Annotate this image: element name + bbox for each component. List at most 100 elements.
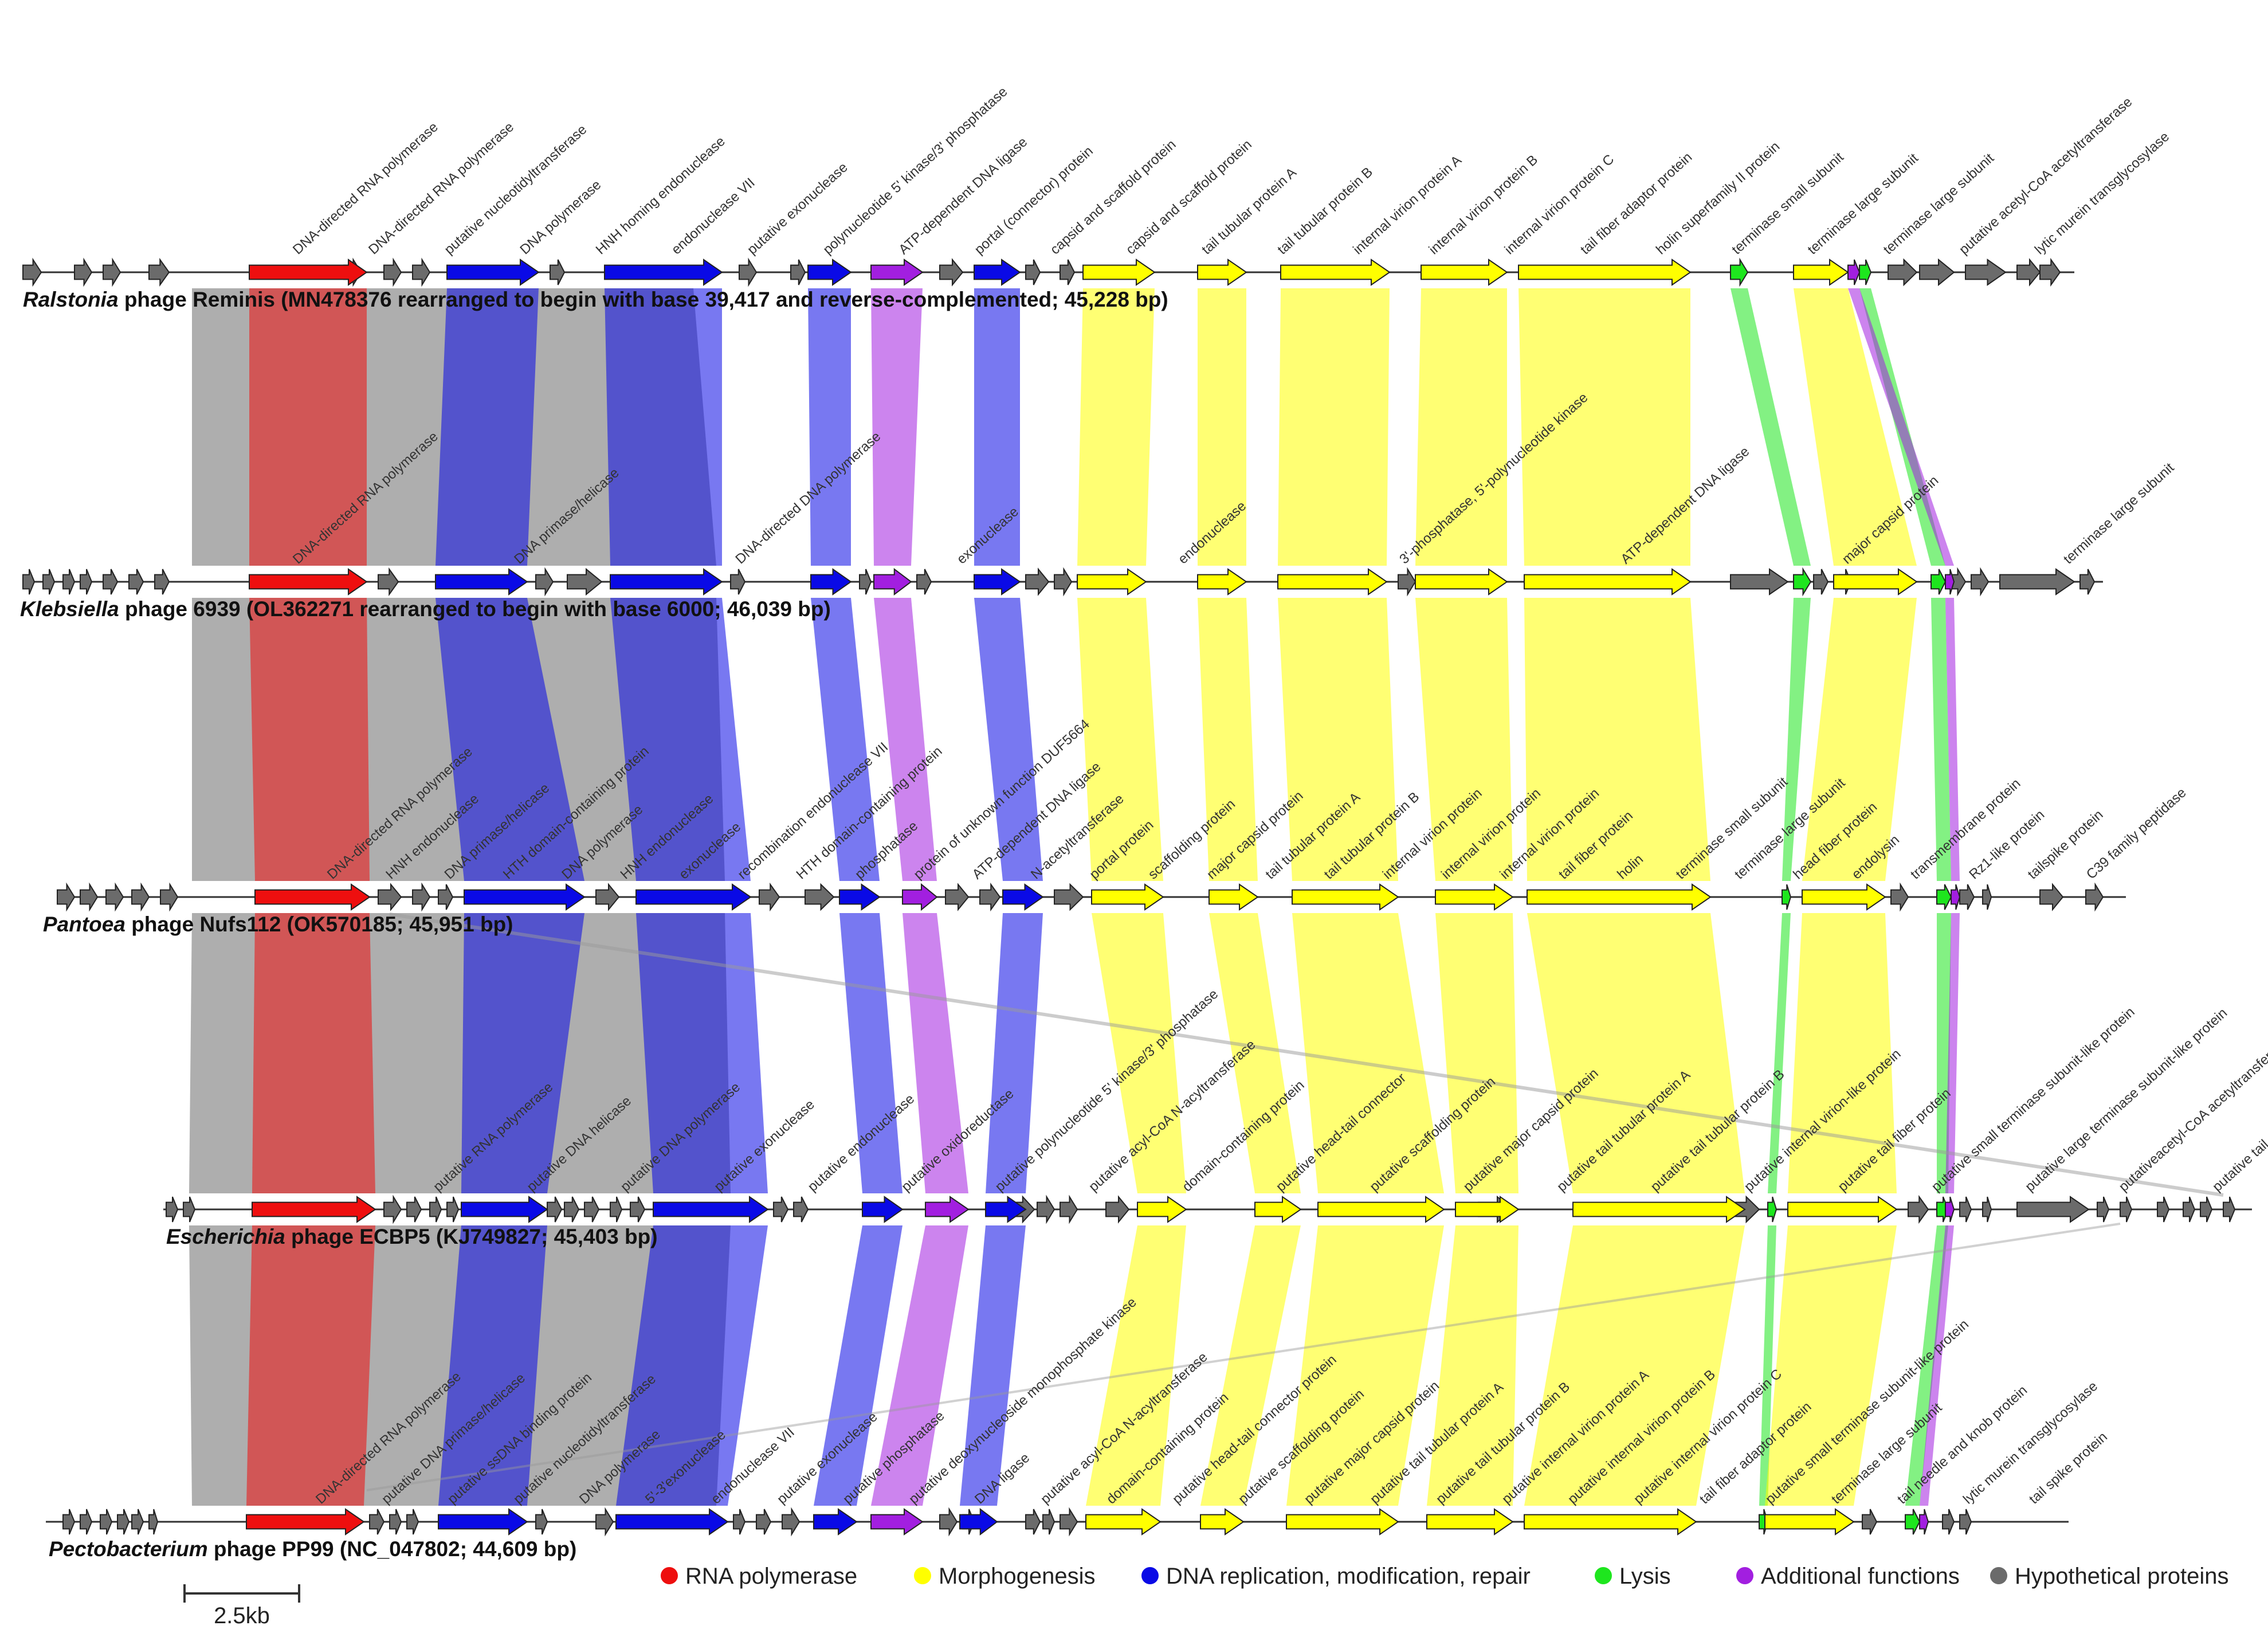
gene-arrow — [1208, 883, 1259, 911]
gene-arrow — [793, 1196, 809, 1223]
genome-names: Ralstonia phage Reminis (MN478376 rearra… — [20, 288, 1168, 1561]
gene-arrow — [979, 882, 1001, 912]
homology-link — [1905, 1225, 1948, 1506]
gene-arrow — [564, 1196, 580, 1223]
gene-arrow — [610, 1196, 623, 1223]
homology-link — [1527, 913, 1745, 1193]
gene-arrow — [406, 1509, 419, 1535]
gene-arrow — [733, 1509, 746, 1535]
gene-arrow — [1054, 567, 1073, 597]
gene-arrow — [435, 568, 528, 596]
gene-arrow — [1197, 259, 1247, 286]
gene-arrow — [1862, 1509, 1878, 1535]
legend-label: Lysis — [1619, 1564, 1671, 1589]
gene-arrow — [870, 1508, 924, 1536]
gene-arrow — [782, 1507, 801, 1537]
gene-arrow — [183, 1196, 196, 1223]
gene-arrow — [2085, 882, 2104, 912]
gene-arrow — [1042, 1509, 1055, 1535]
homology-link — [1415, 598, 1513, 881]
gene-arrow — [42, 569, 56, 595]
gene-arrow — [1833, 568, 1918, 596]
gene-arrow — [378, 567, 399, 597]
gene-arrow — [1254, 1196, 1302, 1223]
gene-arrow — [412, 882, 431, 912]
gene-arrow — [1959, 1196, 1972, 1223]
gene-arrow — [813, 1508, 858, 1536]
homology-link — [1198, 598, 1258, 881]
homology-link — [249, 288, 367, 566]
homology-link — [252, 913, 375, 1193]
gene-arrow — [446, 259, 540, 286]
gene-arrow — [2079, 569, 2096, 595]
gene-arrow — [1767, 1196, 1777, 1223]
gene-arrow — [1982, 884, 1992, 910]
gene-label: terminase large subunit — [2061, 460, 2177, 567]
gene-arrow — [369, 1509, 385, 1535]
gene-arrow — [378, 883, 402, 911]
homology-link — [1077, 288, 1155, 566]
homology-link — [1782, 598, 1811, 881]
gene-arrow — [1037, 1194, 1055, 1224]
gene-arrow — [1905, 1509, 1921, 1535]
homology-link — [1802, 598, 1917, 881]
gene-arrow — [429, 1196, 442, 1223]
gene-arrow — [103, 257, 121, 287]
gene-arrow — [756, 1509, 772, 1535]
gene-arrow — [902, 883, 938, 911]
gene-arrow — [80, 882, 99, 912]
gene-arrow — [74, 257, 93, 287]
legend-label: DNA replication, modification, repair — [1166, 1564, 1531, 1589]
homology-link — [1759, 1225, 1776, 1506]
homology-link — [903, 913, 968, 1193]
gene-arrow — [1919, 1509, 1929, 1535]
gene-arrow — [810, 568, 852, 596]
homology-link — [246, 1225, 375, 1506]
gene-arrow — [1398, 567, 1416, 597]
gene-arrow — [1936, 884, 1952, 910]
gene-arrow — [1890, 882, 1909, 912]
gene-arrow — [80, 1509, 93, 1535]
gene-arrow — [939, 258, 964, 287]
gene-arrow — [974, 259, 1021, 286]
genome-tracks — [22, 257, 2252, 1537]
gene-arrow — [1197, 568, 1247, 596]
gene-arrow — [945, 883, 970, 911]
gene-arrow — [610, 568, 723, 596]
homology-link — [986, 913, 1043, 1193]
gene-label: lytic murein transglycosylase — [2032, 129, 2172, 257]
gene-arrow — [535, 567, 554, 597]
gene-arrow — [1091, 883, 1164, 911]
gene-arrow — [1137, 1196, 1187, 1223]
gene-arrow — [246, 1508, 365, 1536]
gene-arrow — [438, 1508, 528, 1536]
gene-arrow — [584, 1196, 600, 1223]
homology-link — [1415, 288, 1507, 566]
gene-arrow — [630, 1196, 646, 1223]
genome-name: Pantoea phage Nufs112 (OK570185; 45,951 … — [43, 912, 513, 936]
homology-link — [438, 1225, 547, 1506]
gene-arrow — [461, 1196, 548, 1223]
gene-arrow — [1025, 1509, 1041, 1535]
gene-arrow — [1455, 1196, 1520, 1223]
gene-arrow — [1082, 259, 1156, 286]
gene-arrow — [1965, 259, 2007, 286]
homology-link — [811, 598, 880, 881]
gene-arrow — [438, 884, 454, 910]
gene-arrow — [446, 1196, 460, 1223]
homology-link — [974, 598, 1043, 881]
legend-label: Morphogenesis — [939, 1564, 1096, 1589]
gene-arrow — [1764, 1508, 1855, 1536]
genome-name: Ralstonia phage Reminis (MN478376 rearra… — [23, 288, 1168, 311]
homology-link — [1920, 1225, 1954, 1506]
homology-link — [1200, 1225, 1301, 1506]
legend: RNA polymerase Morphogenesis DNA replicati… — [661, 1564, 2229, 1589]
gene-arrow — [62, 569, 76, 595]
homology-link — [814, 1225, 903, 1506]
gene-arrow — [1572, 1196, 1746, 1223]
homology-link — [435, 288, 539, 566]
gene-arrow — [80, 569, 93, 595]
gene-arrow — [807, 259, 852, 286]
